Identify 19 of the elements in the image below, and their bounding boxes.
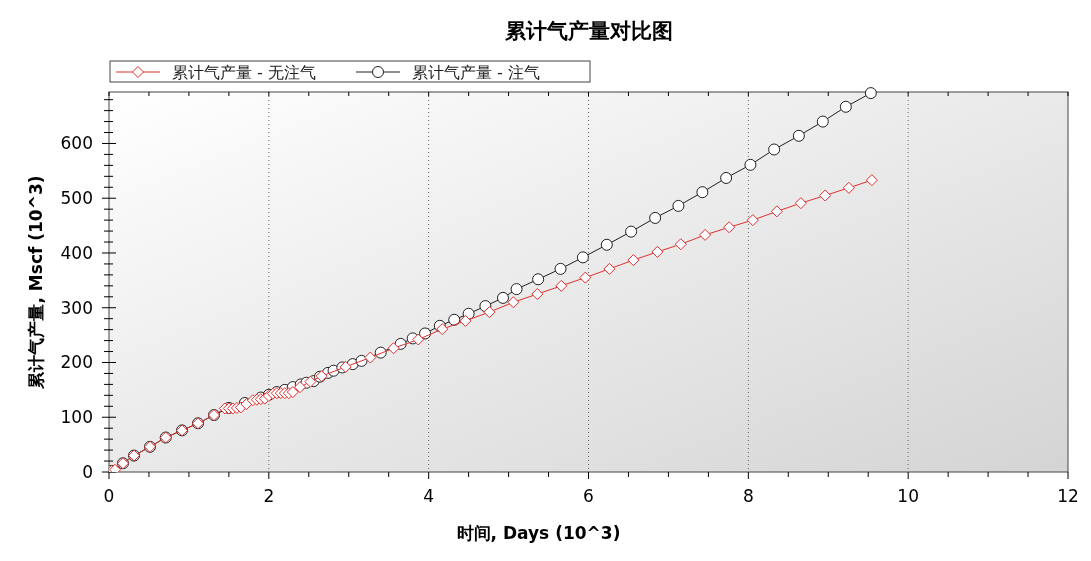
- y-tick-label: 500: [60, 188, 93, 209]
- y-tick-label: 300: [60, 297, 93, 318]
- x-axis-title: 时间, Days (10^3): [456, 523, 621, 543]
- y-axis-title: 累计气产量, Mscf (10^3): [26, 175, 46, 390]
- y-tick-label: 400: [60, 242, 93, 263]
- y-tick-label: 200: [60, 352, 93, 373]
- x-tick-label: 12: [1057, 486, 1079, 506]
- legend-label: 累计气产量 - 注气: [412, 63, 540, 82]
- x-tick-label: 6: [583, 486, 594, 506]
- x-tick-label: 0: [103, 486, 115, 506]
- x-tick-label: 10: [897, 486, 919, 506]
- y-tick-label: 100: [60, 407, 93, 428]
- legend-label: 累计气产量 - 无注气: [172, 63, 316, 82]
- chart-title: 累计气产量对比图: [503, 19, 673, 43]
- y-tick-label: 0: [82, 462, 93, 482]
- x-tick-label: 2: [263, 486, 275, 506]
- y-tick-label: 600: [60, 133, 93, 154]
- x-tick-label: 4: [423, 486, 435, 506]
- x-tick-label: 8: [742, 486, 754, 506]
